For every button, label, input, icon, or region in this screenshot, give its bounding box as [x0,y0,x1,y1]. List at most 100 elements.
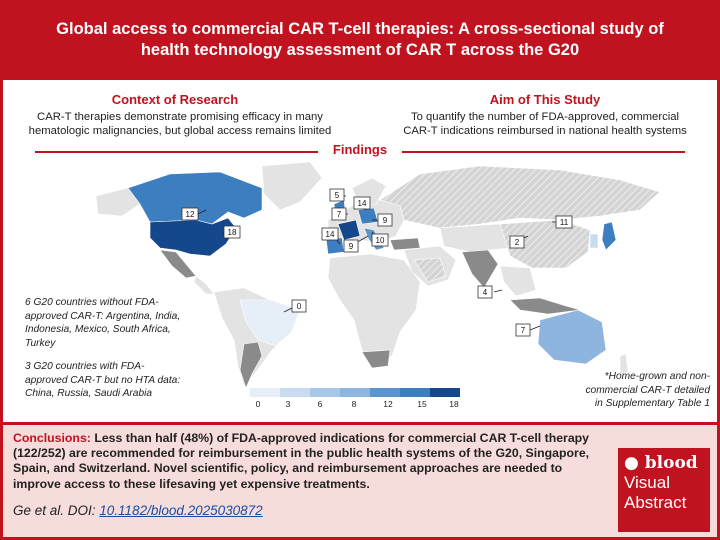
no-hta-note-line: China, Russia, Saudi Arabia [25,388,153,399]
map-central-america [193,275,215,295]
callout-label: 9 [349,242,354,251]
map-india [461,249,499,289]
callout-label: 12 [186,210,195,219]
title-banner: Global access to commercial CAR T-cell t… [0,0,720,80]
context-line-2: hematologic malignancies, but global acc… [28,125,332,137]
no-fda-note-line: Indonesia, Mexico, South Africa, [25,324,171,335]
map-turkey [389,237,421,251]
findings-heading: Findings [332,142,388,157]
doi-link[interactable]: 10.1182/blood.2025030872 [99,503,263,518]
no-hta-note-line: approved CAR-T but no HTA data: [25,374,181,386]
context-line-1: CAR-T therapies demonstrate promising ef… [37,111,323,123]
home-grown-note-line: commercial CAR-T detailed [585,384,710,396]
no-fda-note: 6 G20 countries without FDA- approved CA… [25,296,180,350]
aim-line-2: CAR-T indications reimbursed in national… [403,125,687,137]
callout-label: 14 [358,199,367,208]
callout-box: 14 [353,196,371,210]
legend-ticks: 0 3 6 8 12 15 18 [250,397,460,409]
legend-swatch [400,388,430,397]
citation-prefix: Ge et al. DOI: [13,503,100,518]
callout-label: 0 [297,302,302,311]
context-heading: Context of Research [111,92,239,107]
no-fda-note-line: 6 G20 countries without FDA- [25,297,159,308]
callout-box: 7 [515,323,531,337]
callout-box: 10 [371,233,389,247]
callout-label: 5 [335,191,340,200]
callout-box: 9 [377,213,393,227]
legend-swatch [430,388,460,397]
map-australia [537,309,607,365]
home-grown-note: *Home-grown and non- commercial CAR-T de… [560,370,710,411]
map-korea [589,233,599,249]
callout-label: 11 [560,218,569,227]
callout-label: 9 [383,216,388,225]
callout-box: 2 [509,235,525,249]
callout-label: 18 [228,228,237,237]
map-indonesia [509,297,581,315]
no-fda-note-line: Turkey [25,337,56,349]
callout-box: 0 [291,299,307,313]
callout-box: 18 [223,225,241,239]
findings-rule-right [402,151,685,153]
callout-label: 14 [326,230,335,239]
blood-brand: blood [644,453,698,473]
home-grown-note-line: in Supplementary Table 1 [594,398,710,409]
legend-swatch [250,388,280,397]
callout-label: 2 [515,238,520,247]
callout-box: 4 [477,285,493,299]
legend-swatch [310,388,340,397]
legend-tick: 15 [417,399,427,409]
conclusions-panel: Conclusions: Less than half (48%) of FDA… [3,422,717,537]
callout-box: 7 [331,207,347,221]
map-japan [601,221,617,251]
callout-box: 14 [321,227,339,241]
callout-label: 7 [521,326,526,335]
map-new-zealand [619,353,629,375]
blood-visual-abstract-badge: ● blood Visual Abstract [618,448,710,532]
badge-abstract: Abstract [624,493,687,512]
map-legend: 0 3 6 8 12 15 18 [250,388,460,409]
title-line-2: health technology assessment of CAR T ac… [140,41,580,59]
map-south-africa [361,349,391,369]
map-argentina [239,341,263,389]
conclusions-label: Conclusions: [13,431,91,445]
findings-rule-left [35,151,318,153]
legend-color-scale [250,388,460,397]
legend-swatch [340,388,370,397]
legend-tick: 8 [351,399,357,409]
legend-tick: 0 [255,399,261,409]
legend-tick: 12 [383,399,393,409]
no-hta-note-line: 3 G20 countries with FDA- [25,361,145,372]
callout-box: 9 [343,239,359,253]
legend-swatch [280,388,310,397]
home-grown-note-line: *Home-grown and non- [604,371,710,382]
map-africa [327,253,421,367]
no-fda-note-line: approved CAR-T: Argentina, India, [25,310,181,322]
map-canada [127,171,263,225]
map-alaska [95,187,141,217]
aim-heading: Aim of This Study [489,92,601,107]
aim-line-1: To quantify the number of FDA-approved, … [410,111,680,123]
legend-tick: 3 [285,399,291,409]
badge-visual: Visual [624,473,670,492]
no-hta-note: 3 G20 countries with FDA- approved CAR-T… [25,360,180,401]
legend-swatch [370,388,400,397]
map-russia [379,165,661,229]
legend-tick: 18 [449,399,459,409]
blood-logo-text: ● blood [624,453,698,473]
callout-box: 11 [555,215,573,229]
citation: Ge et al. DOI: 10.1182/blood.2025030872 [13,503,263,518]
callout-label: 7 [337,210,342,219]
legend-tick: 6 [317,399,323,409]
map-se-asia [499,265,537,297]
title-line-1: Global access to commercial CAR T-cell t… [56,20,664,38]
callout-box: 12 [181,207,199,221]
callout-box: 5 [329,188,345,202]
world-map: 5 7 14 9 14 9 10 12 [95,161,661,389]
conclusions-text: Conclusions: Less than half (48%) of FDA… [13,431,613,492]
callout-label: 4 [483,288,488,297]
map-saudi-arabia [413,257,447,283]
map-france [337,219,361,241]
conclusions-body: Less than half (48%) of FDA-approved ind… [13,431,590,491]
map-usa [149,217,237,257]
